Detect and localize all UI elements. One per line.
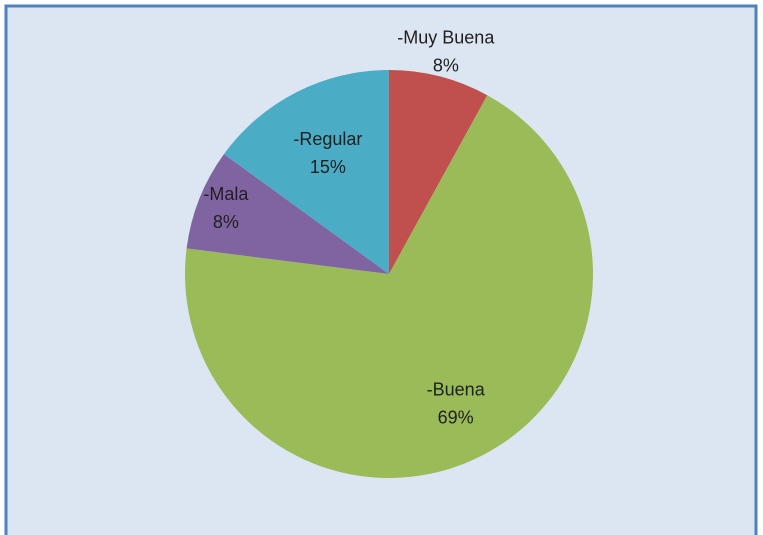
slice-value-label: 69% [438,408,474,428]
pie-slice [223,70,389,274]
slice-value-label: 8% [213,212,239,232]
pie-slice [186,154,389,274]
pie-slice [389,70,488,274]
pie-slice [185,95,594,478]
slice-value-label: 8% [433,55,459,75]
slice-category-label: -Muy Buena [397,27,495,47]
slice-value-label: 15% [310,157,346,177]
slice-category-label: -Mala [203,184,249,204]
slice-category-label: -Regular [293,129,362,149]
slice-category-label: -Buena [427,380,486,400]
